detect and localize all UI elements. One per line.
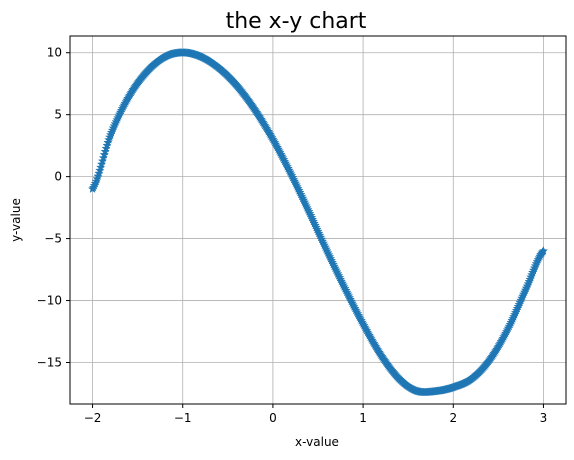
data-point — [538, 246, 549, 255]
y-tick-label: −15 — [37, 355, 62, 369]
x-tick-label: 3 — [540, 411, 548, 425]
series-layer — [87, 47, 549, 397]
y-tick-label: 0 — [54, 170, 62, 184]
plot-frame — [69, 35, 567, 405]
x-tick-label: −1 — [174, 411, 192, 425]
y-tick-label: −10 — [37, 294, 62, 308]
grid-layer — [70, 36, 566, 404]
y-tick-label: 5 — [54, 108, 62, 122]
y-tick-label: 10 — [47, 46, 62, 60]
x-tick-label: 2 — [449, 411, 457, 425]
x-tick-label: −2 — [84, 411, 102, 425]
y-tick-label: −5 — [44, 232, 62, 246]
chart-title: the x-y chart — [226, 9, 367, 34]
x-axis-label: x-value — [295, 435, 339, 449]
x-tick-label: 1 — [359, 411, 367, 425]
x-tick-label: 0 — [269, 411, 277, 425]
y-axis-label: y-value — [9, 198, 23, 242]
